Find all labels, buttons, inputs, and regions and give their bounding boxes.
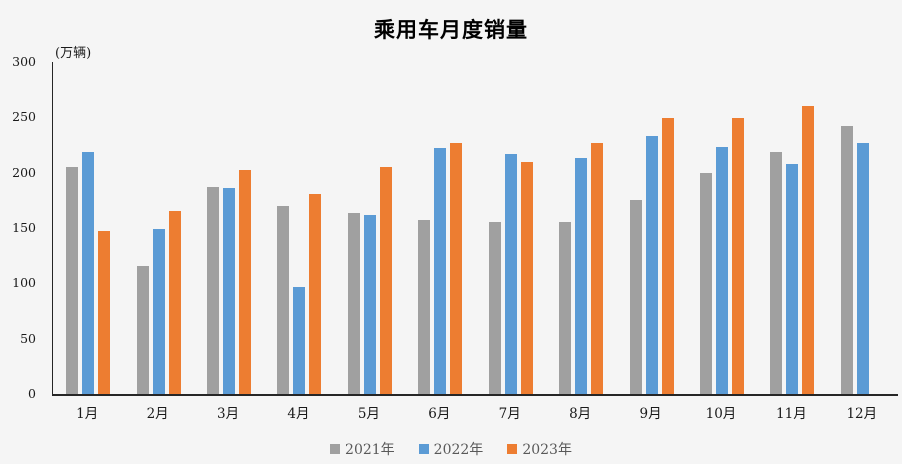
x-tick-label-4月: 4月	[287, 406, 310, 422]
x-tick-label-9月: 9月	[639, 406, 662, 422]
bar-2023年-6月	[450, 142, 463, 394]
bar-2021年-2月	[136, 265, 149, 394]
y-tick-label-200: 200	[12, 164, 36, 180]
bar-2021年-9月	[629, 200, 642, 394]
y-tick-label-50: 50	[20, 330, 36, 346]
x-tick-label-10月: 10月	[705, 406, 737, 422]
bar-2022年-8月	[575, 158, 588, 394]
legend-label: 2023年	[522, 442, 572, 458]
bar-2021年-10月	[699, 172, 712, 394]
x-tick-label-3月: 3月	[216, 406, 240, 422]
chart-title: 乘用车月度销量	[374, 17, 528, 42]
bar-2021年-4月	[277, 205, 290, 394]
bar-2023年-10月	[731, 118, 744, 394]
bar-2021年-5月	[347, 212, 360, 394]
legend-item-2023年: 2023年	[507, 439, 572, 459]
y-tick-label-250: 250	[12, 109, 36, 125]
bar-2022年-3月	[223, 188, 236, 394]
bar-2021年-11月	[770, 151, 783, 394]
bar-2022年-5月	[363, 214, 376, 394]
x-tick-label-2月: 2月	[146, 406, 169, 422]
bar-2023年-7月	[520, 161, 533, 394]
bar-2022年-7月	[504, 153, 517, 394]
bar-2022年-9月	[645, 136, 658, 394]
y-tick-label-300: 300	[12, 53, 36, 69]
x-tick-label-5月: 5月	[357, 406, 380, 422]
bar-2023年-4月	[309, 193, 322, 394]
x-tick-label-11月: 11月	[776, 406, 807, 422]
legend-swatch-icon	[418, 444, 429, 454]
legend-label: 2022年	[433, 442, 484, 458]
bar-2023年-5月	[379, 167, 392, 394]
legend-swatch-icon	[507, 444, 518, 454]
bar-2023年-1月	[98, 231, 111, 394]
x-tick-label-8月: 8月	[569, 406, 592, 422]
bar-2022年-12月	[856, 142, 869, 394]
bar-2021年-8月	[559, 222, 572, 394]
bar-2023年-11月	[802, 106, 815, 394]
bar-2023年-9月	[661, 118, 674, 394]
bar-2023年-3月	[239, 170, 252, 394]
bar-2021年-6月	[418, 220, 431, 394]
y-tick-label-100: 100	[12, 275, 36, 291]
legend-label: 2021年	[345, 442, 395, 458]
y-tick-label-0: 0	[28, 385, 36, 401]
x-tick-label-7月: 7月	[498, 406, 521, 422]
bar-2022年-6月	[434, 148, 447, 394]
bar-2023年-8月	[591, 142, 604, 394]
legend-item-2021年: 2021年	[330, 439, 395, 459]
x-tick-label-12月: 12月	[846, 406, 878, 422]
bar-2022年-10月	[715, 147, 728, 394]
bar-2022年-1月	[82, 151, 95, 394]
x-tick-label-1月: 1月	[76, 406, 99, 422]
legend-swatch-icon	[330, 444, 341, 454]
bar-2022年-2月	[152, 229, 165, 394]
plot-area	[52, 62, 898, 396]
bar-2022年-4月	[293, 286, 306, 394]
bar-2021年-12月	[840, 126, 853, 394]
bar-2021年-1月	[66, 167, 79, 394]
x-tick-label-6月: 6月	[428, 406, 451, 422]
chart-legend: 2021年 2022年 2023年	[0, 439, 902, 459]
bar-2023年-2月	[168, 211, 181, 394]
legend-item-2022年: 2022年	[418, 439, 484, 459]
bar-2021年-3月	[207, 187, 220, 394]
y-axis-unit-label: (万辆)	[55, 46, 92, 61]
y-tick-label-150: 150	[12, 219, 36, 235]
bar-2022年-11月	[786, 163, 799, 394]
bar-2021年-7月	[488, 222, 501, 394]
